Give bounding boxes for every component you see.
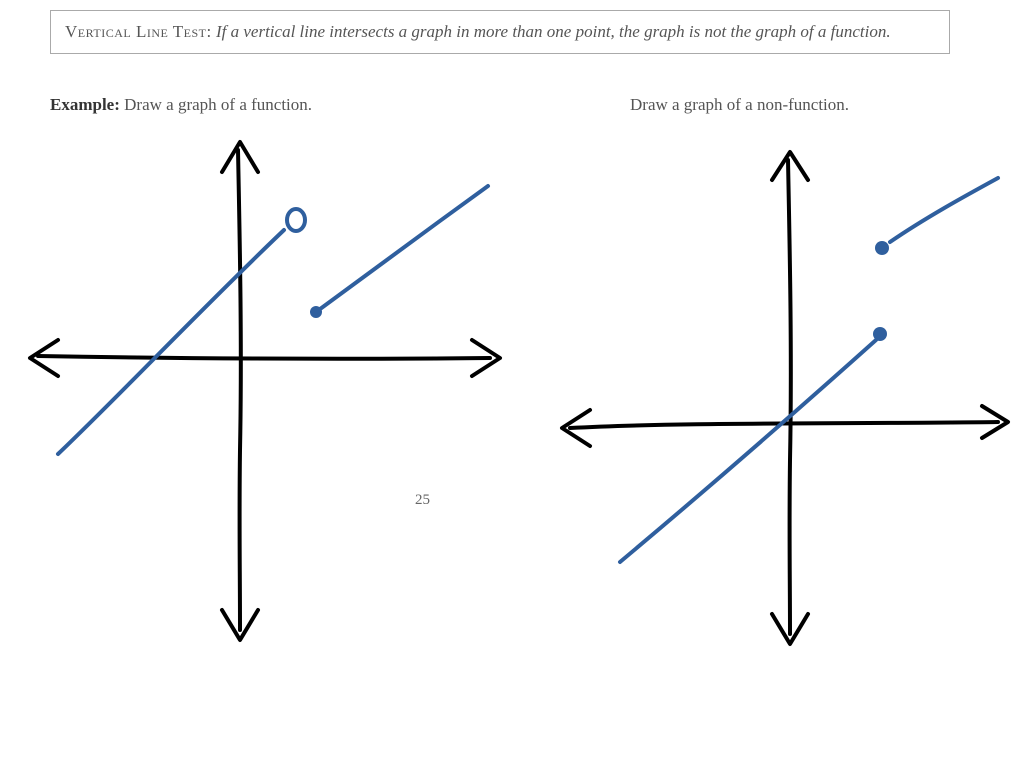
right-y-axis bbox=[788, 160, 791, 634]
right-graph bbox=[0, 0, 1024, 720]
right-closed-dot-2 bbox=[875, 241, 889, 255]
right-curve-2 bbox=[890, 178, 998, 242]
right-curve-1 bbox=[620, 340, 876, 562]
right-closed-dot-1 bbox=[873, 327, 887, 341]
